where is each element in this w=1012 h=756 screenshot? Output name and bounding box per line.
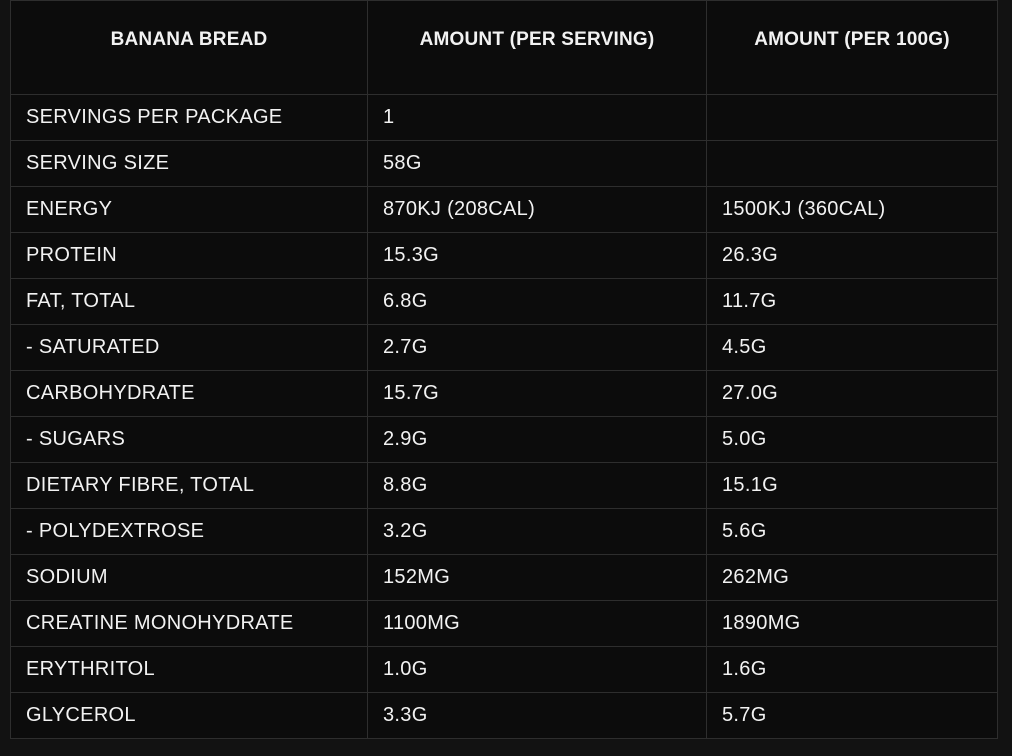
table-cell: DIETARY FIBRE, TOTAL [10,462,368,509]
table-cell: 1890MG [706,600,998,647]
table-row: DIETARY FIBRE, TOTAL 8.8G 15.1G [10,462,998,509]
table-row: - SUGARS 2.9G 5.0G [10,416,998,463]
header-row: BANANA BREAD AMOUNT (PER SERVING) AMOUNT (… [10,0,998,95]
table-cell: - SATURATED [10,324,368,371]
table-row: FAT, TOTAL 6.8G 11.7G [10,278,998,325]
table-cell: 8.8G [367,462,707,509]
table-cell: ENERGY [10,186,368,233]
table-cell: 1.0G [367,646,707,693]
header-cell: AMOUNT (PER 100G) [706,0,998,95]
table-row: - SATURATED 2.7G 4.5G [10,324,998,371]
table-row: - POLYDEXTROSE 3.2G 5.6G [10,508,998,555]
table-cell: - POLYDEXTROSE [10,508,368,555]
table-row: GLYCEROL 3.3G 5.7G [10,692,998,739]
table-row: CARBOHYDRATE 15.7G 27.0G [10,370,998,417]
table-cell: 870KJ (208CAL) [367,186,707,233]
table-cell: SERVINGS PER PACKAGE [10,94,368,141]
table-row: SODIUM 152MG 262MG [10,554,998,601]
table-cell: 15.7G [367,370,707,417]
table-cell: 3.2G [367,508,707,555]
table-cell: 1 [367,94,707,141]
table-cell: 5.7G [706,692,998,739]
table-cell: SERVING SIZE [10,140,368,187]
header-cell: AMOUNT (PER SERVING) [367,0,707,95]
table-row: ERYTHRITOL 1.0G 1.6G [10,646,998,693]
table-cell: 1500KJ (360CAL) [706,186,998,233]
table-wrap: BANANA BREAD AMOUNT (PER SERVING) AMOUNT (… [10,0,998,739]
table-cell: SODIUM [10,554,368,601]
table-cell: 3.3G [367,692,707,739]
table-cell: - SUGARS [10,416,368,463]
table-cell: PROTEIN [10,232,368,279]
table-cell: 58G [367,140,707,187]
table-cell: 1100MG [367,600,707,647]
table-cell: CARBOHYDRATE [10,370,368,417]
table-cell: GLYCEROL [10,692,368,739]
table-cell: 152MG [367,554,707,601]
table-cell: 262MG [706,554,998,601]
nutrition-table: BANANA BREAD AMOUNT (PER SERVING) AMOUNT (… [10,0,998,739]
header-cell: BANANA BREAD [10,0,368,95]
table-row: PROTEIN 15.3G 26.3G [10,232,998,279]
table-cell: 26.3G [706,232,998,279]
table-cell: FAT, TOTAL [10,278,368,325]
table-cell: 6.8G [367,278,707,325]
table-cell: 5.0G [706,416,998,463]
table-cell: CREATINE MONOHYDRATE [10,600,368,647]
empty-cell [706,140,998,187]
table-row: ENERGY 870KJ (208CAL) 1500KJ (360CAL) [10,186,998,233]
table-cell: 2.7G [367,324,707,371]
table-row: CREATINE MONOHYDRATE 1100MG 1890MG [10,600,998,647]
table-cell: 4.5G [706,324,998,371]
table-cell: 1.6G [706,646,998,693]
table-cell: 15.3G [367,232,707,279]
table-row: SERVING SIZE 58G [10,140,998,187]
table-cell: 15.1G [706,462,998,509]
table-cell: 5.6G [706,508,998,555]
empty-cell [706,94,998,141]
table-cell: 2.9G [367,416,707,463]
table-cell: 11.7G [706,278,998,325]
table-row: SERVINGS PER PACKAGE 1 [10,94,998,141]
table-cell: ERYTHRITOL [10,646,368,693]
table-cell: 27.0G [706,370,998,417]
